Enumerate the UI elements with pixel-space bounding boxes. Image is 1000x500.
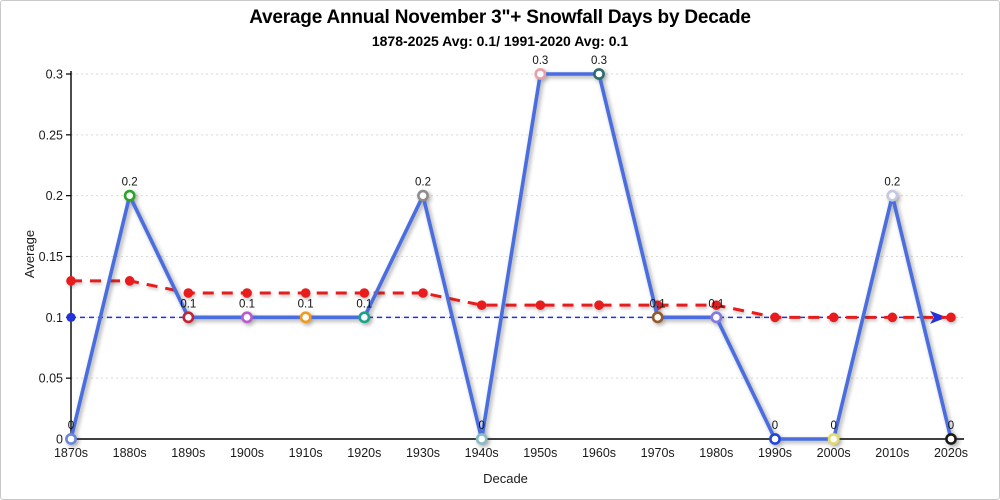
data-point-label: 0.1 [650,298,666,310]
overall-average-start-marker[interactable] [66,312,76,322]
trend-series [66,276,956,323]
chart-title: Average Annual November 3"+ Snowfall Day… [249,7,751,28]
trend-point[interactable] [476,300,487,310]
x-tick-label: 1980s [699,446,733,460]
x-tick-label: 1990s [758,446,792,460]
data-point-marker[interactable] [945,433,957,445]
x-tick-label: 1910s [289,446,323,460]
data-point-marker[interactable] [593,68,605,80]
data-point-label: 0.1 [298,298,314,310]
data-point-marker[interactable] [886,189,899,202]
y-tick-label: 0 [56,433,63,447]
trend-point[interactable] [946,312,956,323]
main-series [65,68,957,445]
y-tick-label: 0.3 [46,68,63,82]
data-point-label: 0.1 [239,298,255,310]
data-point-marker[interactable] [358,311,371,324]
data-point-label: 0.1 [708,298,724,310]
x-tick-label: 1930s [406,446,440,460]
data-point-marker[interactable] [651,311,664,324]
trend-point[interactable] [828,312,839,323]
y-tick-label: 0.15 [39,250,63,264]
data-point-marker[interactable] [827,433,840,445]
chart-subtitle: 1878-2025 Avg: 0.1/ 1991-2020 Avg: 0.1 [371,33,629,49]
data-point-label: 0.2 [884,177,900,189]
x-tick-label: 1960s [582,446,616,460]
x-tick-label: 1970s [641,446,675,460]
trend-point[interactable] [770,312,780,323]
data-point-marker[interactable] [299,311,312,324]
data-point-marker[interactable] [417,189,429,202]
data-point-label: 0.3 [591,55,607,67]
data-point-marker[interactable] [475,433,488,445]
y-axis-title: Average [22,230,37,278]
x-tick-label: 1890s [171,446,205,460]
trend-point[interactable] [183,288,194,298]
x-tick-label: 2010s [875,446,909,460]
data-point-marker[interactable] [769,433,781,445]
trend-point[interactable] [418,288,428,298]
x-tick-label: 1950s [523,446,557,460]
x-tick-label: 1920s [347,446,381,460]
data-point-marker[interactable] [123,189,136,202]
data-point-label: 0 [948,420,954,432]
trend-point[interactable] [887,312,898,323]
x-tick-label: 2020s [934,446,968,460]
data-point-label: 0 [68,420,74,432]
x-axis-title: Decade [483,471,528,486]
trend-point[interactable] [711,300,722,310]
y-tick-label: 0.1 [46,311,63,325]
x-tick-label: 1870s [54,446,88,460]
data-point-marker[interactable] [534,68,547,80]
data-point-label: 0 [478,420,484,432]
x-tick-label: 1880s [113,446,147,460]
trend-point[interactable] [300,288,311,298]
trend-point[interactable] [242,288,252,298]
y-tick-label: 0.05 [39,372,63,386]
trend-point[interactable] [124,276,135,286]
data-point-label: 0.3 [532,55,548,67]
x-tick-label: 2000s [817,446,851,460]
trend-point[interactable] [594,300,604,310]
overall-average-arrowhead [930,310,947,324]
trend-point[interactable] [535,300,546,310]
y-tick-label: 0.2 [46,189,63,203]
data-point-label: 0 [772,420,778,432]
data-point-label: 0.1 [180,298,196,310]
main-line [69,72,953,441]
data-point-marker[interactable] [241,311,253,324]
x-tick-label: 1900s [230,446,264,460]
data-point-label: 0.2 [415,177,431,189]
data-point-label: 0.2 [122,177,138,189]
trend-point[interactable] [359,288,370,298]
data-point-marker[interactable] [182,311,195,324]
data-point-label: 0 [830,420,836,432]
trend-point[interactable] [66,276,76,286]
data-point-marker[interactable] [710,311,723,324]
trend-line [71,279,951,319]
data-point-marker[interactable] [65,433,77,445]
y-tick-label: 0.25 [39,128,63,142]
data-point-label: 0.1 [356,298,372,310]
x-tick-label: 1940s [465,446,499,460]
